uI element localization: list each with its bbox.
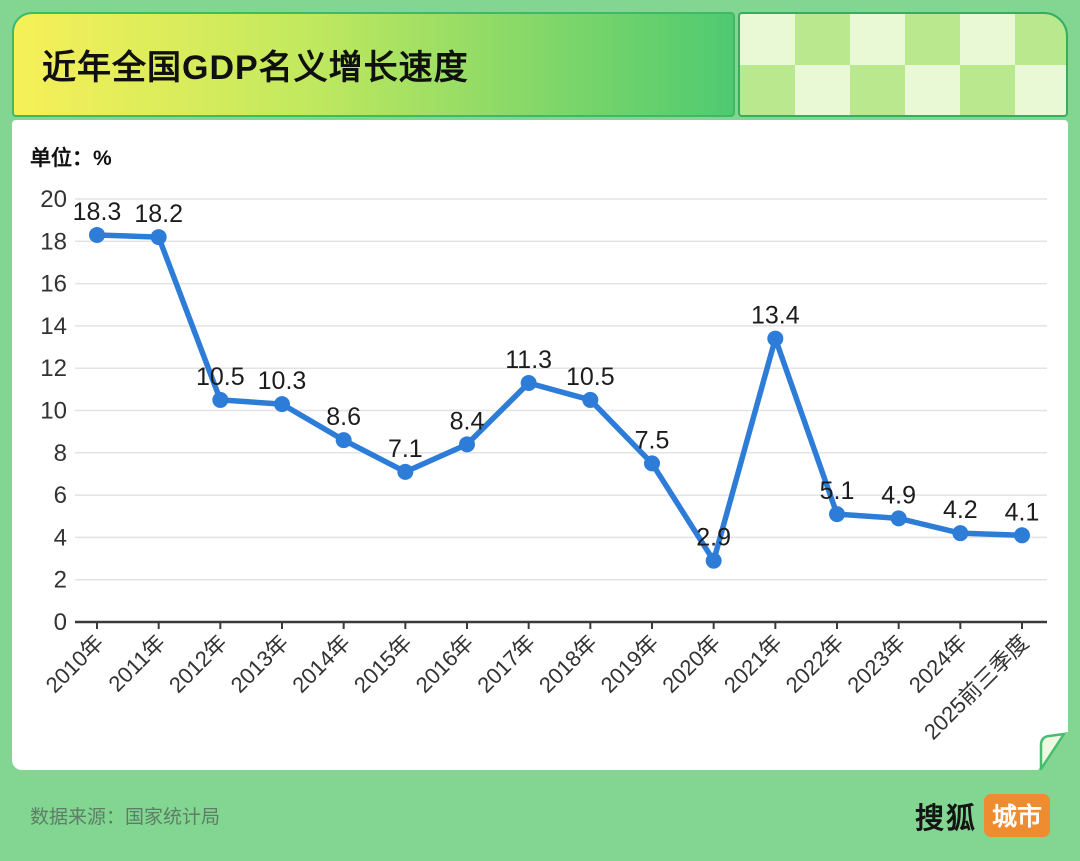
chart-card: 单位：% 0 2 4 6 8 10 12 14 16 18 20 2010年 2011年 2012年 201… — [12, 120, 1070, 772]
x-tick-label: 2019年 — [596, 630, 664, 698]
data-point-label: 8.6 — [326, 403, 361, 431]
page-fold-corner — [1036, 732, 1070, 772]
data-point-label: 4.9 — [881, 481, 916, 509]
data-point — [952, 525, 969, 542]
data-point — [644, 455, 660, 472]
data-point-label: 10.5 — [566, 363, 615, 391]
data-point-label: 4.1 — [1005, 498, 1040, 526]
data-point — [705, 552, 722, 569]
y-tick-label: 12 — [40, 355, 67, 382]
data-point-label: 10.5 — [196, 363, 245, 391]
y-tick-label: 18 — [40, 228, 67, 255]
data-point — [397, 463, 414, 480]
x-tick-label: 2016年 — [411, 630, 479, 698]
x-tick-label: 2017年 — [472, 630, 540, 698]
data-point — [1014, 527, 1030, 544]
unit-label: 单位：% — [30, 147, 112, 170]
data-point-label: 11.3 — [505, 346, 552, 374]
title-banner: 近年全国GDP名义增长速度 — [12, 12, 735, 117]
x-tick-label: 2020年 — [657, 630, 725, 698]
x-tick-label: 2011年 — [104, 630, 171, 697]
data-point — [890, 510, 907, 527]
footer: 数据来源：国家统计局 搜狐 城市 — [0, 770, 1080, 861]
x-tick-label: 2015年 — [349, 630, 417, 698]
data-point-label: 13.4 — [751, 302, 800, 330]
gdp-line-chart: 024681012141618202010年2011年2012年2013年201… — [40, 186, 1047, 744]
data-point — [89, 226, 105, 243]
data-point — [520, 375, 537, 392]
y-tick-label: 0 — [54, 609, 67, 636]
x-tick-label: 2021年 — [719, 630, 787, 698]
data-point-label: 8.4 — [450, 407, 485, 435]
data-point — [150, 229, 167, 246]
sohu-city-logo: 搜狐 城市 — [915, 794, 1050, 837]
y-tick-label: 20 — [40, 186, 67, 213]
x-tick-label: 2023年 — [842, 630, 910, 698]
y-tick-label: 10 — [40, 398, 67, 425]
data-point — [335, 432, 352, 449]
data-point-label: 18.2 — [134, 200, 183, 228]
y-tick-label: 2 — [54, 567, 67, 594]
data-point — [274, 396, 290, 413]
data-point-label: 7.5 — [635, 426, 670, 454]
data-point-label: 10.3 — [258, 367, 307, 395]
data-point-label: 18.3 — [73, 198, 122, 226]
data-point-label: 7.1 — [388, 435, 423, 463]
x-tick-label: 2013年 — [226, 630, 294, 698]
checkerboard-decoration — [738, 12, 1068, 117]
data-point-label: 5.1 — [820, 477, 855, 505]
data-point — [212, 391, 229, 408]
data-point — [459, 436, 475, 453]
city-badge: 城市 — [983, 794, 1050, 837]
x-tick-label: 2010年 — [41, 630, 109, 698]
data-point — [767, 330, 784, 347]
y-tick-label: 4 — [54, 524, 67, 551]
gdp-series-line — [94, 232, 1025, 564]
data-source-label: 数据来源：国家统计局 — [30, 807, 221, 828]
x-tick-label: 2012年 — [164, 630, 232, 698]
fold-flap — [1039, 732, 1066, 771]
header: 近年全国GDP名义增长速度 — [0, 0, 1080, 117]
x-tick-label: 2014年 — [287, 630, 355, 698]
page-title: 近年全国GDP名义增长速度 — [42, 49, 469, 87]
y-tick-label: 16 — [40, 271, 67, 298]
y-tick-label: 14 — [40, 313, 67, 340]
data-point-label: 2.9 — [696, 524, 731, 552]
x-tick-label: 2022年 — [781, 630, 849, 698]
y-tick-label: 8 — [54, 440, 67, 467]
x-tick-label: 2018年 — [534, 630, 602, 698]
y-tick-label: 6 — [54, 482, 67, 509]
data-point — [582, 391, 599, 408]
sohu-brand-text: 搜狐 — [914, 802, 977, 835]
data-point-label: 4.2 — [943, 496, 978, 524]
data-point — [829, 506, 845, 523]
